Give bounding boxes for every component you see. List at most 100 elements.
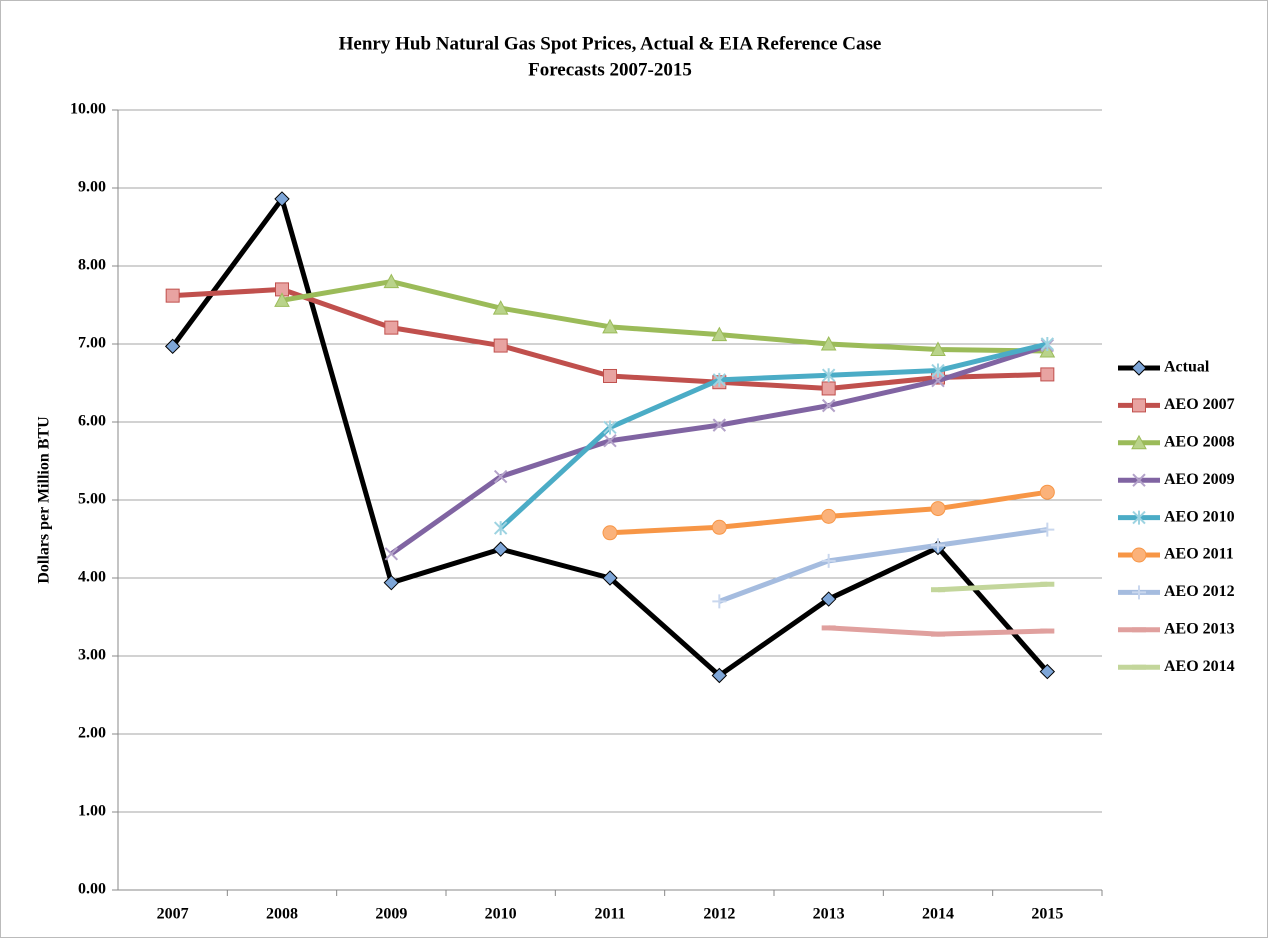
- marker: [711, 519, 727, 535]
- marker: [712, 372, 727, 387]
- x-tick-label: 2010: [485, 906, 517, 923]
- y-tick-label: 0.00: [78, 881, 106, 898]
- y-tick-label: 5.00: [78, 491, 106, 508]
- y-tick-label: 2.00: [78, 725, 106, 742]
- marker: [1039, 663, 1056, 680]
- x-tick-label: 2013: [813, 906, 845, 923]
- marker: [821, 553, 836, 568]
- marker: [383, 273, 400, 289]
- series: [712, 522, 1055, 609]
- marker: [493, 521, 508, 536]
- series: [602, 484, 1055, 541]
- marker: [821, 368, 836, 383]
- marker: [383, 574, 400, 591]
- marker: [820, 335, 837, 351]
- series: [931, 581, 1055, 593]
- y-tick-label: 6.00: [78, 413, 106, 430]
- marker: [821, 398, 836, 413]
- line: [281, 279, 1048, 354]
- marker: [931, 373, 945, 388]
- marker: [712, 418, 727, 432]
- series: [493, 337, 1055, 536]
- legend-entry: AEO 2008: [1118, 433, 1235, 450]
- y-tick-label: 9.00: [78, 179, 106, 196]
- x-tick-label: 2009: [375, 906, 407, 923]
- legend-label: AEO 2008: [1164, 433, 1235, 450]
- legend-marker: [1131, 434, 1147, 450]
- legend-entry: Actual: [1118, 359, 1210, 376]
- marker: [384, 320, 399, 335]
- legend-entry: AEO 2012: [1118, 583, 1235, 600]
- marker: [602, 570, 618, 586]
- series: [274, 273, 1056, 358]
- x-tick-label: 2012: [703, 906, 735, 923]
- legend-marker: [1132, 398, 1146, 413]
- x-tick-label: 2011: [594, 906, 625, 923]
- legend-marker: [1132, 585, 1146, 600]
- marker: [492, 541, 509, 557]
- legend-label: Actual: [1164, 359, 1210, 376]
- marker: [493, 338, 508, 353]
- marker: [1040, 337, 1055, 351]
- legend-label: AEO 2013: [1164, 620, 1235, 637]
- marker: [1040, 367, 1055, 382]
- line: [718, 527, 1048, 604]
- line: [937, 581, 1048, 593]
- x-tick-label: 2014: [922, 906, 954, 923]
- marker: [931, 538, 945, 553]
- marker: [603, 434, 617, 448]
- marker: [930, 341, 946, 356]
- marker: [164, 338, 181, 355]
- legend-entry: AEO 2010: [1118, 508, 1235, 525]
- line: [498, 341, 1048, 530]
- y-axis-label: Dollars per Million BTU: [36, 416, 53, 584]
- legend-label: AEO 2007: [1164, 396, 1235, 413]
- x-tick-label: 2008: [266, 906, 298, 923]
- legend-entry: AEO 2009: [1118, 471, 1235, 488]
- chart-subtitle: Forecasts 2007-2015: [528, 59, 692, 80]
- legend-label: AEO 2011: [1164, 546, 1234, 563]
- marker: [493, 469, 508, 484]
- marker: [603, 420, 617, 435]
- marker: [165, 288, 180, 303]
- legend-label: AEO 2012: [1164, 583, 1235, 600]
- marker: [712, 594, 727, 609]
- legend-marker: [1132, 473, 1146, 487]
- marker: [603, 368, 617, 383]
- marker: [602, 525, 618, 541]
- marker: [384, 547, 399, 561]
- marker: [492, 300, 509, 315]
- legend-entry: AEO 2013: [1118, 620, 1235, 637]
- series: [821, 625, 1055, 637]
- marker: [821, 381, 836, 396]
- marker: [711, 667, 728, 684]
- y-tick-label: 4.00: [78, 569, 106, 586]
- legend-marker: [1131, 360, 1147, 376]
- marker: [930, 501, 946, 517]
- y-tick-label: 1.00: [78, 803, 106, 820]
- legend-marker: [1132, 510, 1146, 525]
- marker: [931, 363, 945, 378]
- y-tick-label: 8.00: [78, 257, 106, 274]
- marker: [821, 508, 837, 524]
- y-tick-label: 3.00: [78, 647, 106, 664]
- legend-entry: AEO 2007: [1118, 396, 1235, 413]
- marker: [274, 292, 290, 307]
- marker: [1040, 522, 1055, 537]
- legend-entry: AEO 2011: [1118, 546, 1234, 563]
- marker: [820, 591, 837, 607]
- marker: [602, 318, 618, 334]
- legend-label: AEO 2010: [1164, 508, 1235, 525]
- marker: [274, 191, 290, 207]
- chart-title: Henry Hub Natural Gas Spot Prices, Actua…: [339, 33, 882, 54]
- marker: [711, 326, 728, 342]
- x-tick-label: 2015: [1031, 906, 1063, 923]
- legend-label: AEO 2014: [1164, 658, 1235, 675]
- y-tick-label: 7.00: [78, 335, 106, 352]
- marker: [1039, 484, 1055, 500]
- legend-entry: AEO 2014: [1118, 658, 1235, 675]
- legend-label: AEO 2009: [1164, 471, 1235, 488]
- legend-marker: [1131, 547, 1147, 563]
- x-tick-label: 2007: [157, 906, 189, 923]
